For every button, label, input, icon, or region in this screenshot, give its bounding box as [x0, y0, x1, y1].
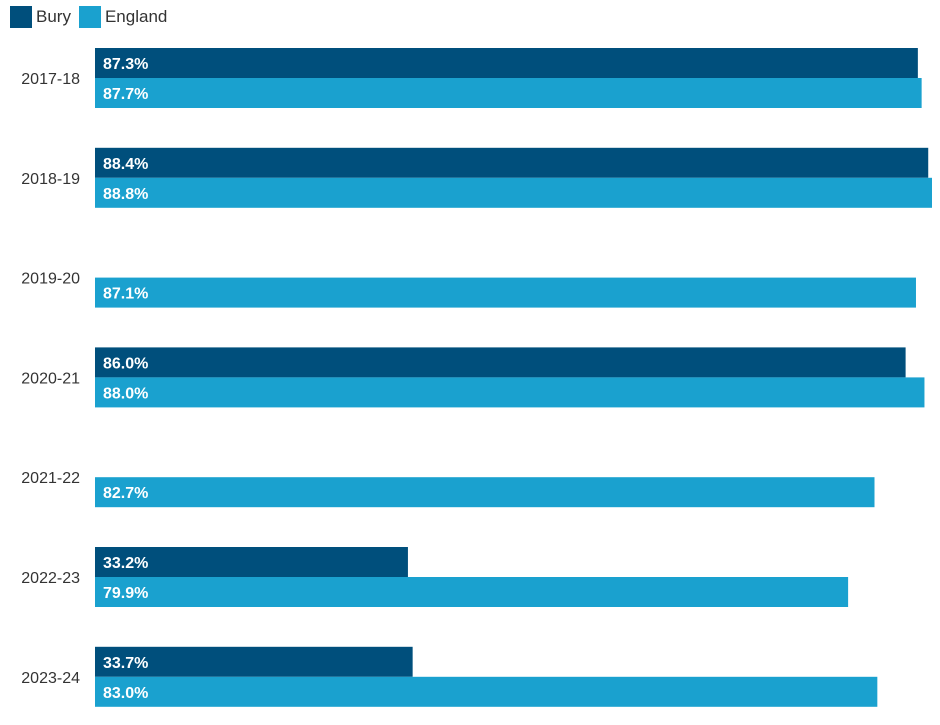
bar-england[interactable] [95, 377, 925, 408]
data-label-england: 88.8% [103, 186, 148, 203]
bar-england[interactable] [95, 177, 932, 208]
category-label: 2021-22 [21, 470, 80, 487]
category-label: 2023-24 [21, 670, 80, 687]
category-label: 2018-19 [21, 171, 80, 188]
legend: Bury England [10, 5, 175, 29]
data-label-england: 82.7% [103, 485, 148, 502]
bar-england[interactable] [95, 277, 916, 308]
bar-bury[interactable] [95, 48, 918, 78]
legend-label-england: England [104, 7, 168, 26]
legend-swatch-bury [10, 6, 32, 28]
category-label: 2017-18 [21, 71, 80, 88]
bar-england[interactable] [95, 676, 878, 707]
legend-item-england[interactable]: England [78, 6, 168, 28]
data-label-bury: 87.3% [103, 56, 148, 73]
data-label-england: 79.9% [103, 585, 148, 602]
bar-england[interactable] [95, 577, 849, 607]
bar-bury[interactable] [95, 147, 929, 178]
data-label-england: 83.0% [103, 685, 148, 702]
bar-bury[interactable] [95, 347, 906, 378]
data-label-bury: 33.2% [103, 555, 148, 572]
legend-item-bury[interactable]: Bury [10, 6, 71, 28]
legend-swatch-england [78, 6, 101, 28]
data-label-bury: 33.7% [103, 655, 148, 672]
data-label-england: 87.7% [103, 86, 148, 103]
data-label-england: 88.0% [103, 385, 148, 402]
bar-england[interactable] [95, 78, 922, 108]
bar-bury[interactable] [95, 547, 408, 577]
data-label-england: 87.1% [103, 286, 148, 303]
category-label: 2022-23 [21, 570, 80, 587]
bar-bury[interactable] [95, 646, 413, 677]
category-label: 2019-20 [21, 271, 80, 288]
bar-england[interactable] [95, 477, 875, 508]
data-label-bury: 88.4% [103, 156, 148, 173]
data-label-bury: 86.0% [103, 355, 148, 372]
legend-label-bury: Bury [36, 7, 71, 26]
category-label: 2020-21 [21, 370, 80, 387]
